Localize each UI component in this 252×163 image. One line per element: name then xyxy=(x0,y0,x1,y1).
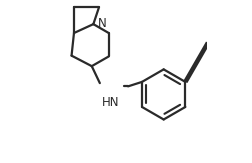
Text: N: N xyxy=(97,17,106,30)
Text: HN: HN xyxy=(101,96,119,109)
